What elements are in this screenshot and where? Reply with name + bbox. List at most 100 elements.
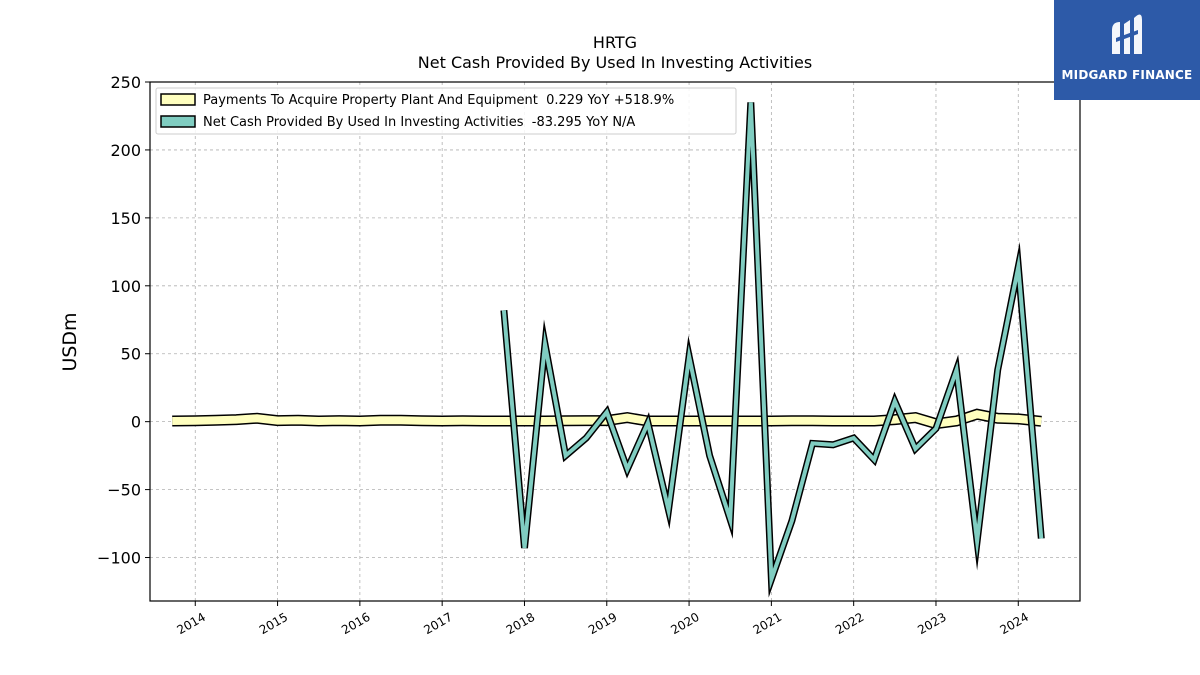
ppe-data-point (523, 420, 525, 422)
investing-data-point (914, 448, 916, 450)
investing-data-point (996, 369, 998, 371)
ppe-data-point (955, 420, 957, 422)
y-tick-label: 50 (121, 345, 141, 364)
series-layer (171, 101, 1045, 598)
ppe-data-point (873, 420, 875, 422)
x-tick-label: 2020 (668, 610, 701, 637)
investing-data-point (976, 540, 978, 542)
investing-data-point (626, 468, 628, 470)
y-tick-label: 250 (110, 73, 141, 92)
legend-label-investing: Net Cash Provided By Used In Investing A… (203, 115, 635, 130)
investing-data-point (832, 444, 834, 446)
x-tick-label: 2022 (833, 610, 866, 637)
investing-data-point (811, 442, 813, 444)
ppe-data-point (750, 420, 752, 422)
ppe-data-point (462, 420, 464, 422)
ppe-data-point (688, 420, 690, 422)
investing-data-point (688, 355, 690, 357)
ppe-data-point (914, 416, 916, 418)
plot-frame (149, 81, 1081, 602)
y-tick-label: 100 (110, 277, 141, 296)
ppe-data-point (667, 420, 669, 422)
ppe-data-point (194, 420, 196, 422)
y-tick-label: 0 (131, 413, 141, 432)
ppe-data-point (832, 420, 834, 422)
series-investing-outline (500, 102, 1045, 598)
ppe-data-point (852, 420, 854, 422)
ppe-data-point (729, 420, 731, 422)
ppe-data-point (338, 419, 340, 421)
x-tick-label: 2014 (175, 610, 208, 637)
x-tick-label: 2015 (257, 610, 290, 637)
legend-swatch-investing (160, 115, 196, 128)
investing-data-point (750, 101, 752, 103)
brand-logo: MIDGARD FINANCE (1054, 0, 1200, 100)
ppe-data-point (215, 419, 217, 421)
ppe-data-point (318, 420, 320, 422)
ppe-data-point (996, 417, 998, 419)
ppe-data-point (1040, 420, 1042, 422)
y-tick-label: −100 (97, 549, 141, 568)
ppe-data-point (400, 419, 402, 421)
ppe-data-point (811, 420, 813, 422)
x-tick-label: 2021 (751, 610, 784, 637)
ppe-data-point (626, 416, 628, 418)
ppe-data-point (770, 420, 772, 422)
investing-data-point (667, 509, 669, 511)
legend-swatch-ppe (160, 93, 196, 106)
ppe-data-point (708, 420, 710, 422)
investing-data-point (791, 520, 793, 522)
ppe-data-point (256, 417, 258, 419)
investing-data-point (544, 343, 546, 345)
investing-data-point (647, 422, 649, 424)
investing-data-point (606, 411, 608, 413)
ppe-data-point (235, 418, 237, 420)
investing-data-point (873, 459, 875, 461)
x-tick-label: 2017 (421, 610, 454, 637)
y-axis-label: USDm (59, 312, 81, 371)
ppe-data-point (297, 419, 299, 421)
investing-data-point (729, 518, 731, 520)
ppe-data-point (482, 420, 484, 422)
x-tick-label: 2016 (339, 610, 372, 637)
x-tick-label: 2023 (915, 610, 948, 637)
investing-data-point (770, 578, 772, 580)
investing-data-point (585, 437, 587, 439)
investing-data-point (935, 427, 937, 429)
y-tick-label: −50 (107, 481, 141, 500)
ppe-data-point (171, 420, 173, 422)
ppe-data-point (791, 420, 793, 422)
investing-data-point (955, 369, 957, 371)
brand-name: MIDGARD FINANCE (1061, 68, 1193, 82)
investing-data-point (894, 400, 896, 402)
investing-data-point (1017, 266, 1019, 268)
ppe-data-point (276, 419, 278, 421)
y-tick-label: 200 (110, 141, 141, 160)
midgard-logo-icon (1112, 14, 1142, 55)
axis-ticks: −100 −50 0 50 100 150 200 250 2014 2015 2016 2017 20… (97, 73, 1031, 637)
ppe-data-point (441, 420, 443, 422)
legend-box (155, 87, 737, 135)
legend-label-ppe: Payments To Acquire Property Plant And E… (203, 93, 674, 108)
ppe-data-point (585, 419, 587, 421)
legend: Payments To Acquire Property Plant And E… (155, 87, 737, 135)
chart-subtitle: Net Cash Provided By Used In Investing A… (418, 53, 812, 72)
ppe-data-point (564, 420, 566, 422)
investing-data-point (503, 309, 505, 311)
ppe-data-point (359, 420, 361, 422)
ppe-data-point (503, 420, 505, 422)
y-tick-label: 150 (110, 209, 141, 228)
investing-data-point (852, 437, 854, 439)
x-tick-label: 2024 (998, 610, 1031, 637)
ppe-data-point (1017, 418, 1019, 420)
ppe-data-point (420, 420, 422, 422)
investing-data-point (523, 547, 525, 549)
ppe-data-point (379, 419, 381, 421)
investing-data-point (564, 454, 566, 456)
x-tick-label: 2019 (586, 610, 619, 637)
ppe-data-point (976, 413, 978, 415)
grid (150, 81, 1080, 601)
investing-data-point (708, 454, 710, 456)
chart-title: HRTG (593, 33, 637, 52)
ppe-data-point (894, 418, 896, 420)
